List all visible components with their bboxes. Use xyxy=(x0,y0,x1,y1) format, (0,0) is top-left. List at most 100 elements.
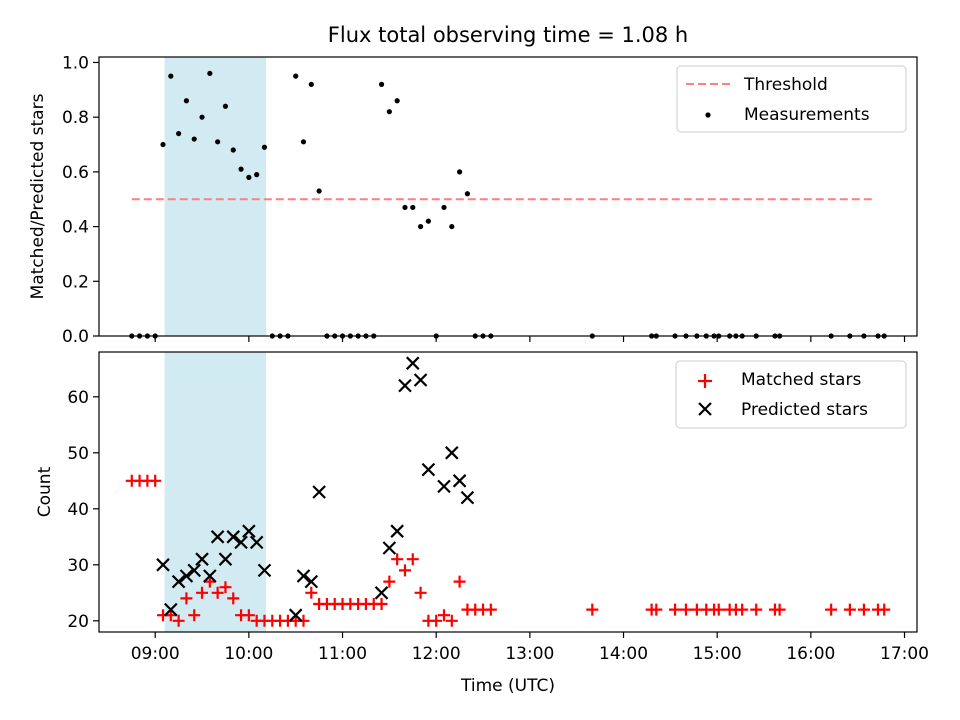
count-legend: Matched stars Predicted stars xyxy=(675,360,907,429)
ratio-legend-box xyxy=(676,65,907,133)
matched-star-point xyxy=(445,614,458,627)
measurement-point xyxy=(207,70,213,77)
predicted-star-point xyxy=(195,552,209,566)
y-tick-label: 60 xyxy=(67,388,89,408)
count-points xyxy=(125,356,891,627)
measurement-point xyxy=(215,139,221,145)
legend-predicted-swatch xyxy=(698,402,712,416)
ratio-y-axis-label: Matched/Predicted stars xyxy=(28,93,48,299)
matched-star-point xyxy=(406,553,419,566)
matched-star-point xyxy=(669,603,682,616)
y-tick-label: 40 xyxy=(67,500,89,520)
predicted-star-point xyxy=(210,530,225,544)
predicted-star-point xyxy=(452,474,467,488)
ratio-legend: Threshold Measurements xyxy=(676,65,907,133)
measurement-point xyxy=(402,204,408,211)
predicted-star-point xyxy=(234,535,248,550)
count-y-axis-ticks: 20 30 40 50 60 xyxy=(67,388,99,632)
matched-star-point xyxy=(773,603,786,616)
matched-star-point xyxy=(878,603,891,616)
x-tick-label: 12:00 xyxy=(412,644,461,664)
matched-star-point xyxy=(219,581,232,594)
matched-star-point xyxy=(437,609,450,622)
matched-star-point xyxy=(164,609,177,622)
predicted-star-point xyxy=(288,608,303,622)
x-tick-label: 16:00 xyxy=(786,644,835,664)
measurement-point xyxy=(378,81,385,87)
matched-star-point xyxy=(453,575,466,588)
matched-star-point xyxy=(484,603,497,616)
x-tick-label: 09:00 xyxy=(131,644,180,664)
measurement-point xyxy=(191,136,197,142)
matched-star-point xyxy=(430,614,443,627)
matched-star-point xyxy=(736,603,749,616)
ratio-y-axis-ticks: 0.0 0.2 0.4 0.6 0.8 1.0 xyxy=(62,53,99,347)
measurement-point xyxy=(261,144,268,150)
measurement-point xyxy=(464,191,471,197)
matched-star-point xyxy=(196,586,209,599)
y-tick-label: 0.6 xyxy=(62,163,89,183)
predicted-star-point xyxy=(460,490,475,505)
legend-matched-swatch xyxy=(698,374,712,388)
y-tick-label: 50 xyxy=(67,444,89,464)
count-x-axis-ticks: 09:00 10:00 11:00 12:00 13:00 14:00 15:00 16:00… xyxy=(131,632,929,664)
measurement-point xyxy=(425,218,431,224)
measurement-point xyxy=(222,103,229,109)
predicted-star-point xyxy=(304,574,319,589)
y-tick-label: 0.2 xyxy=(62,272,89,292)
predicted-star-point xyxy=(218,552,233,566)
measurement-point xyxy=(457,169,463,175)
measurement-point xyxy=(238,166,244,172)
y-tick-label: 0.8 xyxy=(62,108,89,128)
y-tick-label: 1.0 xyxy=(62,53,89,73)
predicted-star-point xyxy=(445,446,459,460)
measurement-point xyxy=(176,130,182,137)
measurement-point xyxy=(230,147,236,153)
measurement-point xyxy=(417,223,424,230)
matched-star-point xyxy=(375,598,388,610)
measurement-point xyxy=(394,98,400,104)
predicted-star-point xyxy=(405,356,420,370)
measurement-point xyxy=(441,204,447,211)
x-tick-label: 14:00 xyxy=(599,644,648,664)
predicted-star-point xyxy=(390,524,404,538)
measurement-point xyxy=(246,174,252,180)
y-tick-label: 20 xyxy=(67,612,89,632)
matched-star-point xyxy=(149,474,162,487)
count-panel: 20 30 40 50 60 09:00 10:00 11:00 12:00 13:00 14:0… xyxy=(35,351,929,696)
predicted-star-point xyxy=(203,569,217,583)
count-legend-box xyxy=(675,360,907,429)
y-tick-label: 0.0 xyxy=(62,327,89,347)
matched-star-point xyxy=(242,609,255,622)
matched-star-point xyxy=(750,603,763,616)
matched-star-point xyxy=(650,603,663,616)
x-tick-label: 10:00 xyxy=(224,644,273,664)
predicted-star-point xyxy=(257,563,272,578)
legend-threshold-label: Threshold xyxy=(743,75,828,95)
predicted-star-point xyxy=(312,485,326,499)
measurement-point xyxy=(254,172,260,178)
matched-star-point xyxy=(857,603,870,616)
predicted-star-point xyxy=(413,373,428,387)
matched-star-point xyxy=(843,603,856,616)
predicted-star-point xyxy=(242,524,256,538)
matched-star-point xyxy=(188,609,201,622)
measurement-point xyxy=(316,188,322,194)
matched-star-point xyxy=(383,575,396,588)
matched-star-point xyxy=(712,603,725,616)
predicted-star-point xyxy=(226,530,241,544)
measurement-point xyxy=(449,223,455,230)
x-tick-label: 15:00 xyxy=(693,644,742,664)
measurement-point xyxy=(410,204,416,211)
count-y-axis-label: Count xyxy=(35,466,55,517)
matched-star-point xyxy=(227,592,240,605)
measurement-point xyxy=(300,139,307,145)
predicted-star-point xyxy=(179,569,194,583)
measurement-point xyxy=(183,98,190,104)
measurement-point xyxy=(160,141,166,148)
predicted-star-point xyxy=(171,574,186,589)
x-tick-label: 13:00 xyxy=(505,644,554,664)
count-shaded-span xyxy=(164,352,267,632)
count-axes-frame xyxy=(98,351,918,633)
x-axis-label: Time (UTC) xyxy=(460,676,555,696)
